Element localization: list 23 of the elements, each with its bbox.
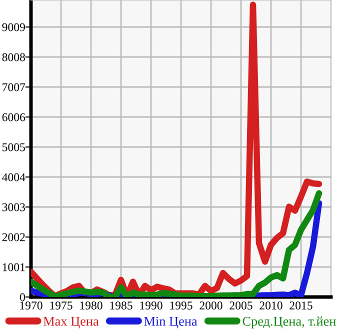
x-tick-label: 2015 <box>290 302 312 310</box>
y-tick-label: 4004 <box>2 173 26 182</box>
x-tick-label: 1980 <box>80 302 102 310</box>
x-tick-label: 1975 <box>50 302 72 310</box>
y-tick-label: 3003 <box>2 203 25 212</box>
y-tick-label: 9009 <box>2 23 25 32</box>
x-tick-label: 1990 <box>140 302 162 310</box>
x-tick-label: 2000 <box>200 302 222 310</box>
y-tick-label: 0 <box>20 293 25 302</box>
y-tick-label: 1001 <box>2 263 25 272</box>
x-tick-label: 1985 <box>110 302 132 310</box>
y-tick-label: 7007 <box>2 83 26 92</box>
y-tick-label: 2002 <box>2 233 25 242</box>
y-tick-label: 8008 <box>2 53 25 62</box>
legend-label: Min Цена <box>144 316 198 328</box>
x-tick-label: 1970 <box>20 302 42 310</box>
y-tick-label: 6006 <box>2 113 26 122</box>
y-tick-label: 5005 <box>2 143 25 152</box>
legend-label: Max Цена <box>43 316 99 328</box>
x-tick-label: 2010 <box>260 302 282 310</box>
legend-label: Сред.Цена, т.йен <box>242 316 336 328</box>
x-tick-label: 1995 <box>170 302 192 310</box>
x-tick-label: 2005 <box>230 302 252 310</box>
